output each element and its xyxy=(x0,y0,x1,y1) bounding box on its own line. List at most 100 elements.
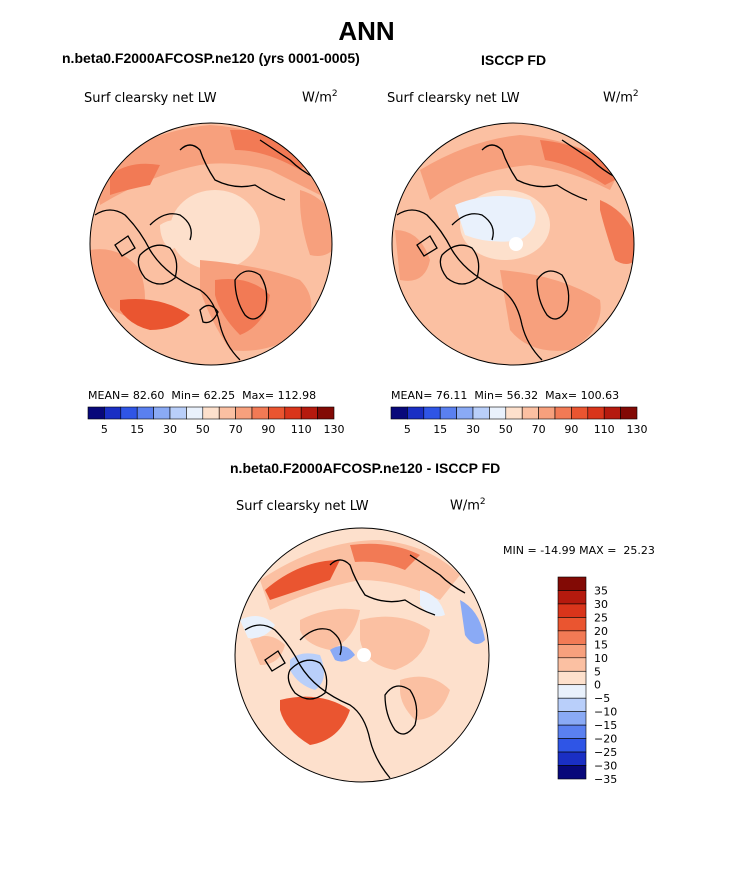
panel1-colorbar-tick-label: 30 xyxy=(163,423,177,436)
panel3-variable-label: Surf clearsky net LW xyxy=(236,499,369,514)
panel2-max-label: Max= xyxy=(545,389,578,402)
panel2-colorbar-box xyxy=(603,406,621,420)
panel3-colorbar-tick-label: −5 xyxy=(594,692,610,705)
panel1-colorbar-box xyxy=(202,406,220,420)
panel2-colorbar-tick-label: 50 xyxy=(499,423,513,436)
panel2-colorbar-box xyxy=(489,406,507,420)
panel2-map xyxy=(392,123,634,365)
panel3-stats: MIN = -14.99 MAX = 25.23 xyxy=(503,544,655,557)
panel3-colorbar-box xyxy=(557,724,587,739)
panel2-colorbar-box xyxy=(423,406,441,420)
panel1-coastlines xyxy=(94,139,316,361)
panel1-colorbar-box xyxy=(235,406,253,420)
panel3-units: W/m2 xyxy=(450,497,486,513)
panel1-colorbar-box xyxy=(87,406,105,420)
panel3-colorbar-box xyxy=(557,644,587,659)
panel1-mean-label: MEAN= xyxy=(88,389,130,402)
panel3-colorbar-tick-label: 10 xyxy=(594,652,608,665)
panel2-colorbar-tick-label: 15 xyxy=(433,423,447,436)
panel2-mean-label: MEAN= xyxy=(391,389,433,402)
panel2-colorbar-tick-label: 30 xyxy=(466,423,480,436)
panel3-colorbar-tick-label: 35 xyxy=(594,584,608,597)
panel2-colorbar-box xyxy=(456,406,474,420)
panel3-colorbar-box xyxy=(557,670,587,686)
panel3-colorbar-tick-label: 30 xyxy=(594,598,608,611)
panel3-colorbar xyxy=(557,576,587,780)
panel1-colorbar-box xyxy=(317,406,335,420)
panel2-subtitle: ISCCP FD xyxy=(481,52,547,68)
panel3-subtitle: n.beta0.F2000AFCOSP.ne120 - ISCCP FD xyxy=(230,460,501,476)
panel2-colorbar-box xyxy=(620,406,638,420)
panel3-max-value: 25.23 xyxy=(623,544,655,557)
panel2-variable-label: Surf clearsky net LW xyxy=(387,91,520,106)
panel3-colorbar-tick-label: −30 xyxy=(594,760,617,773)
panel2-colorbar-box xyxy=(407,406,425,420)
panel1-colorbar-tick-label: 5 xyxy=(101,423,108,436)
panel1-colorbar-box xyxy=(136,406,154,420)
panel2-colorbar-tick-label: 90 xyxy=(564,423,578,436)
panel1-colorbar-tick-label: 15 xyxy=(130,423,144,436)
panel3-colorbar-box xyxy=(557,765,587,780)
panel1-colorbar-box xyxy=(218,406,236,420)
panel1-colorbar xyxy=(87,406,335,420)
panel1-colorbar-tick-label: 50 xyxy=(196,423,210,436)
panel1-map-border xyxy=(89,122,333,366)
panel1-units: W/m2 xyxy=(302,89,338,105)
panel1-map xyxy=(90,123,332,365)
panel1-stats: MEAN= 82.60 Min= 62.25 Max= 112.98 xyxy=(88,389,316,402)
panel3-colorbar-tick-label: −15 xyxy=(594,719,617,732)
panel2-colorbar xyxy=(390,406,638,420)
panel2-units-exp: 2 xyxy=(632,89,639,99)
panel1-colorbar-ticks: 5 15 30 50 70 90 110 130 xyxy=(101,423,345,436)
panel3-units-exp: 2 xyxy=(479,497,486,507)
panel2-units: W/m2 xyxy=(603,89,639,105)
panel2-colorbar-box xyxy=(439,406,457,420)
panel3-colorbar-tick-label: −25 xyxy=(594,746,617,759)
panel1-colorbar-box xyxy=(268,406,286,420)
panel3-colorbar-tick-label: 25 xyxy=(594,611,608,624)
panel2-mean-value: 76.11 xyxy=(435,389,468,402)
panel3-colorbar-tick-label: 15 xyxy=(594,638,608,651)
panel3-colorbar-box xyxy=(557,751,587,766)
panel2-coastlines xyxy=(396,139,618,361)
panel2-colorbar-tick-label: 110 xyxy=(594,423,615,436)
panel2-units-base: W/m xyxy=(603,90,633,106)
panel3-coastlines xyxy=(244,554,466,779)
panel1-colorbar-box xyxy=(120,406,138,420)
panel1-units-base: W/m xyxy=(302,90,332,106)
panel2-colorbar-box xyxy=(505,406,523,420)
panel3-colorbar-tick-label: −20 xyxy=(594,733,617,746)
panel1-colorbar-box xyxy=(284,406,302,420)
panel1-max-value: 112.98 xyxy=(277,389,317,402)
panel3-colorbar-box xyxy=(557,630,587,645)
panel3-min-label: MIN = xyxy=(503,544,537,557)
panel2-colorbar-box xyxy=(554,406,572,420)
panel1-units-exp: 2 xyxy=(331,89,338,99)
panel1-colorbar-box xyxy=(186,406,204,420)
panel1-colorbar-box xyxy=(104,406,122,420)
panel3-map-border xyxy=(234,527,490,783)
panel1-colorbar-box xyxy=(169,406,187,420)
panel3-colorbar-box xyxy=(557,576,587,591)
panel1-colorbar-tick-label: 110 xyxy=(291,423,312,436)
panel3-min-value: -14.99 xyxy=(540,544,576,557)
panel3-map xyxy=(235,528,489,782)
panel1-colorbar-box xyxy=(300,406,318,420)
panel2-min-value: 56.32 xyxy=(506,389,539,402)
panel2-colorbar-box xyxy=(472,406,490,420)
panel1-min-value: 62.25 xyxy=(203,389,236,402)
panel3-colorbar-box xyxy=(557,697,587,712)
panel1-colorbar-tick-label: 90 xyxy=(261,423,275,436)
panel3-colorbar-box xyxy=(557,738,587,753)
panel3-colorbar-box xyxy=(557,590,587,605)
panel2-colorbar-ticks: 5 15 30 50 70 90 110 130 xyxy=(404,423,648,436)
panel1-max-label: Max= xyxy=(242,389,275,402)
panel1-variable-label: Surf clearsky net LW xyxy=(84,91,217,106)
panel1-min-label: Min= xyxy=(171,389,201,402)
figure-title: ANN xyxy=(338,16,395,46)
panel3-colorbar-box xyxy=(557,711,587,726)
panel3-colorbar-tick-label: −10 xyxy=(594,706,617,719)
panel3-colorbar-box xyxy=(557,603,587,618)
